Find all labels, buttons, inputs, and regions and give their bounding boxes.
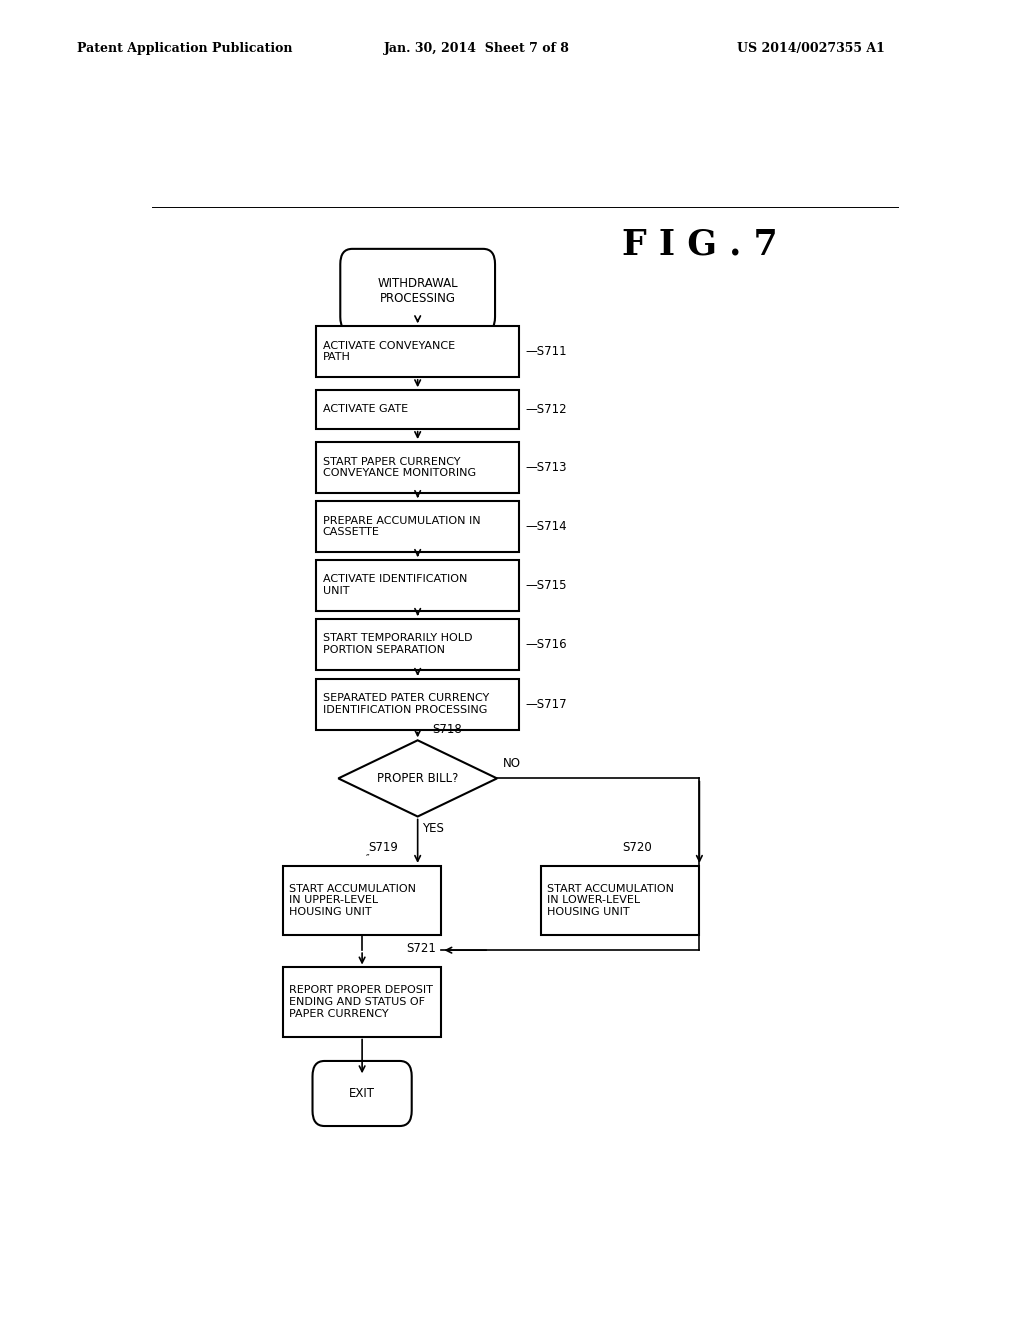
Text: —S716: —S716 xyxy=(525,638,567,651)
Text: Patent Application Publication: Patent Application Publication xyxy=(77,42,292,55)
Text: S718: S718 xyxy=(432,723,462,737)
Text: ACTIVATE CONVEYANCE
PATH: ACTIVATE CONVEYANCE PATH xyxy=(323,341,455,362)
Text: —S713: —S713 xyxy=(525,461,566,474)
Bar xyxy=(316,678,519,730)
Text: S720: S720 xyxy=(623,841,652,854)
Text: S719: S719 xyxy=(369,841,398,854)
FancyBboxPatch shape xyxy=(312,1061,412,1126)
Text: —S712: —S712 xyxy=(525,403,567,416)
Text: PROPER BILL?: PROPER BILL? xyxy=(377,772,459,785)
Text: —S715: —S715 xyxy=(525,578,566,591)
Text: WITHDRAWAL
PROCESSING: WITHDRAWAL PROCESSING xyxy=(378,276,458,305)
Text: START PAPER CURRENCY
CONVEYANCE MONITORING: START PAPER CURRENCY CONVEYANCE MONITORI… xyxy=(323,457,476,478)
Text: EXIT: EXIT xyxy=(349,1086,375,1100)
Text: NO: NO xyxy=(504,758,521,771)
Text: F I G . 7: F I G . 7 xyxy=(622,228,777,261)
Bar xyxy=(316,619,519,669)
Bar xyxy=(316,500,519,552)
Text: PREPARE ACCUMULATION IN
CASSETTE: PREPARE ACCUMULATION IN CASSETTE xyxy=(323,516,480,537)
Text: START ACCUMULATION
IN UPPER-LEVEL
HOUSING UNIT: START ACCUMULATION IN UPPER-LEVEL HOUSIN… xyxy=(289,884,416,917)
Polygon shape xyxy=(338,741,497,817)
Text: ACTIVATE GATE: ACTIVATE GATE xyxy=(323,404,408,414)
Bar xyxy=(316,391,519,429)
Bar xyxy=(283,866,441,935)
Bar xyxy=(316,442,519,492)
Bar xyxy=(541,866,699,935)
Text: S721: S721 xyxy=(406,942,435,956)
Text: ACTIVATE IDENTIFICATION
UNIT: ACTIVATE IDENTIFICATION UNIT xyxy=(323,574,467,597)
Text: START ACCUMULATION
IN LOWER-LEVEL
HOUSING UNIT: START ACCUMULATION IN LOWER-LEVEL HOUSIN… xyxy=(547,884,674,917)
Text: YES: YES xyxy=(423,821,444,834)
FancyBboxPatch shape xyxy=(340,249,495,333)
Text: SEPARATED PATER CURRENCY
IDENTIFICATION PROCESSING: SEPARATED PATER CURRENCY IDENTIFICATION … xyxy=(323,693,489,715)
Text: —S711: —S711 xyxy=(525,345,567,358)
Text: —S714: —S714 xyxy=(525,520,567,533)
Bar xyxy=(316,560,519,611)
Bar xyxy=(316,326,519,378)
Text: —S717: —S717 xyxy=(525,698,567,710)
Text: START TEMPORARILY HOLD
PORTION SEPARATION: START TEMPORARILY HOLD PORTION SEPARATIO… xyxy=(323,634,472,655)
Text: REPORT PROPER DEPOSIT
ENDING AND STATUS OF
PAPER CURRENCY: REPORT PROPER DEPOSIT ENDING AND STATUS … xyxy=(289,986,433,1019)
Bar xyxy=(283,968,441,1036)
Text: Jan. 30, 2014  Sheet 7 of 8: Jan. 30, 2014 Sheet 7 of 8 xyxy=(384,42,570,55)
Text: ″: ″ xyxy=(367,853,370,863)
Text: US 2014/0027355 A1: US 2014/0027355 A1 xyxy=(737,42,885,55)
